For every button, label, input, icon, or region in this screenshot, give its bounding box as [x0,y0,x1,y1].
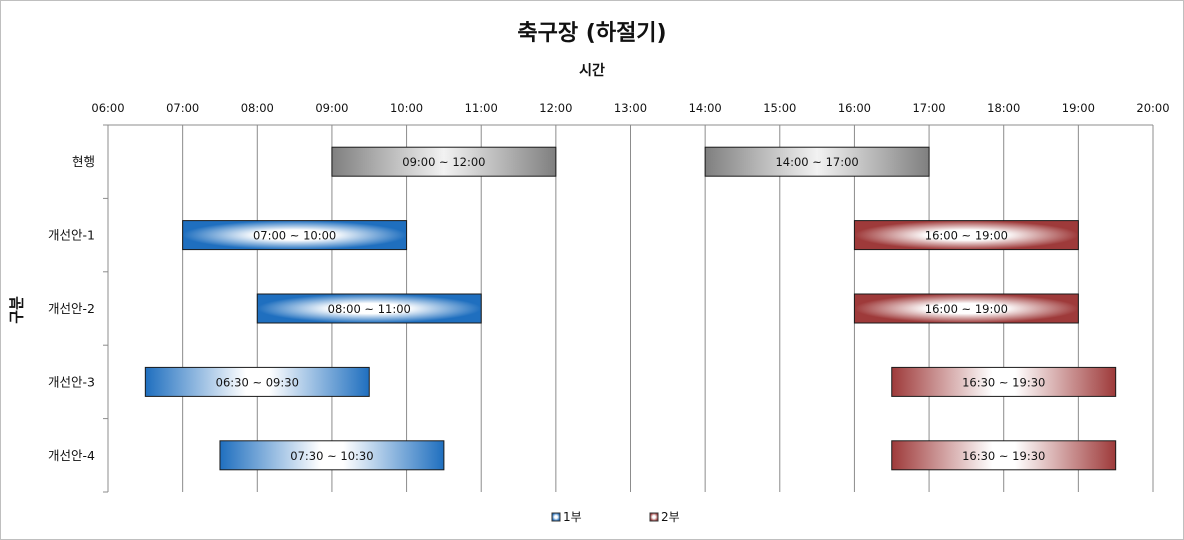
bar-data-label: 07:00 ~ 10:00 [253,229,336,243]
category-label: 개선안-4 [48,448,95,463]
range-bar [853,293,1079,324]
legend-swatch [649,512,659,522]
x-tick-label: 06:00 [91,101,124,115]
range-bar [891,366,1117,397]
x-tick-label: 11:00 [465,101,498,115]
x-tick-label: 19:00 [1062,101,1095,115]
legend-label: 1부 [563,510,582,524]
bar-data-label: 14:00 ~ 17:00 [775,155,858,169]
x-tick-label: 14:00 [689,101,722,115]
x-tick-label: 08:00 [241,101,274,115]
bar-data-label: 06:30 ~ 09:30 [216,375,299,389]
category-label: 개선안-3 [48,374,95,389]
x-tick-label: 09:00 [315,101,348,115]
x-axis-title: 시간 [579,63,605,79]
bar-data-label: 09:00 ~ 12:00 [402,155,485,169]
bar-data-label: 16:30 ~ 19:30 [962,449,1045,463]
chart-title: 축구장 (하절기) [517,21,667,46]
category-label: 개선안-2 [48,301,95,316]
bar-data-label: 08:00 ~ 11:00 [328,302,411,316]
x-tick-label: 13:00 [614,101,647,115]
range-bar [853,220,1079,251]
range-bar [144,366,370,397]
category-label: 개선안-1 [48,228,95,243]
bar-data-label: 16:00 ~ 19:00 [925,229,1008,243]
x-tick-label: 12:00 [539,101,572,115]
bar-data-label: 07:30 ~ 10:30 [290,449,373,463]
legend-swatch [551,512,561,522]
category-label: 현행 [72,154,95,169]
x-tick-label: 16:00 [838,101,871,115]
range-bar [891,440,1117,471]
legend-label: 2부 [661,510,680,524]
range-bar [331,146,557,177]
x-tick-label: 18:00 [987,101,1020,115]
bar-data-label: 16:30 ~ 19:30 [962,375,1045,389]
x-tick-label: 17:00 [912,101,945,115]
range-bar [219,440,445,471]
x-tick-label: 15:00 [763,101,796,115]
range-bar [256,293,482,324]
x-tick-label: 07:00 [166,101,199,115]
x-tick-label: 10:00 [390,101,423,115]
bar-data-label: 16:00 ~ 19:00 [925,302,1008,316]
range-bar [182,220,408,251]
x-tick-label: 20:00 [1136,101,1169,115]
range-bar [704,146,930,177]
